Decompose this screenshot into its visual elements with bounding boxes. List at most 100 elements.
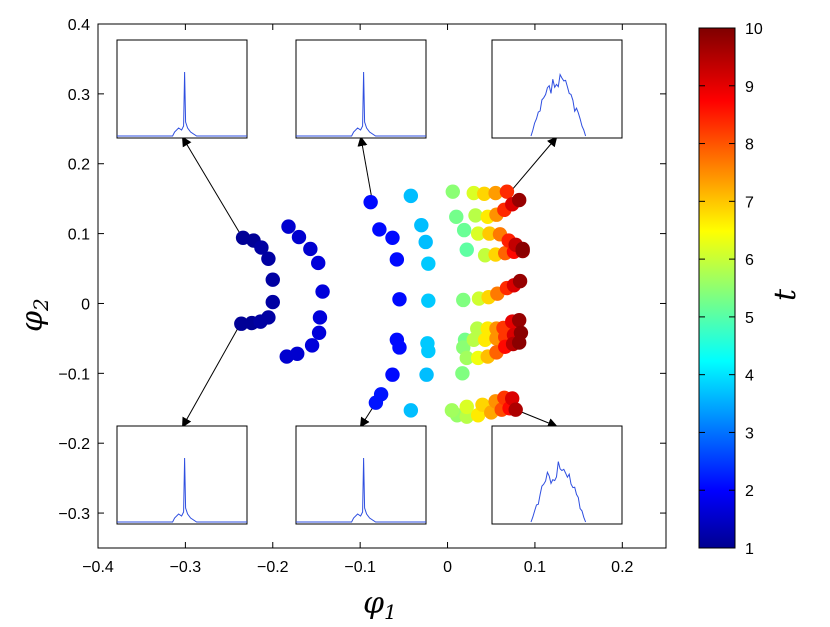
- scatter-point: [470, 321, 485, 336]
- scatter-point: [403, 188, 419, 204]
- y-tick-label: −0.2: [58, 436, 90, 453]
- scatter-point: [515, 241, 530, 257]
- scatter-point: [482, 226, 497, 241]
- y-tick-label: 0.2: [68, 157, 90, 174]
- scatter-point: [499, 184, 515, 199]
- scatter-point: [459, 399, 474, 415]
- scatter-point: [303, 241, 318, 257]
- scatter-point: [418, 234, 433, 250]
- inset-frame: [116, 425, 248, 525]
- scatter-point: [281, 219, 296, 234]
- scatter-point: [449, 209, 464, 225]
- scatter-point: [444, 403, 460, 418]
- scatter-point: [456, 292, 471, 308]
- inset-top-center: [295, 39, 427, 139]
- colorbar-tick-label: 10: [745, 21, 763, 38]
- scatter-point: [392, 292, 407, 307]
- inset-top-right: [491, 39, 623, 139]
- colorbar-tick-label: 8: [745, 137, 754, 154]
- colorbar-tick-label: 3: [745, 425, 754, 442]
- arrow-top-right: [510, 136, 558, 193]
- inset-frame: [116, 39, 248, 139]
- scatter-point: [508, 402, 523, 417]
- scatter-point: [466, 185, 481, 201]
- x-tick-label: −0.2: [257, 559, 289, 576]
- colorbar-tick-label: 5: [745, 310, 754, 327]
- inset-curve: [530, 73, 587, 137]
- scatter-point: [459, 242, 474, 257]
- x-axis-label-sub: 1: [384, 600, 397, 624]
- colorbar-tick-label: 1: [745, 541, 754, 558]
- colorbar-ticks: 1 2 3 4 5 6 7 8 9 10: [699, 21, 763, 558]
- scatter-point: [456, 222, 472, 238]
- x-axis-label-main: φ: [363, 586, 384, 621]
- y-tick-label: −0.3: [58, 506, 90, 523]
- x-tick-label: 0: [443, 559, 452, 576]
- y-tick-label: 0.4: [68, 17, 90, 34]
- scatter-point: [254, 240, 269, 255]
- arrow-top-center: [357, 136, 373, 202]
- scatter-point: [312, 310, 328, 325]
- arrow-bottom-left: [182, 323, 241, 428]
- y-axis-label-sub: 2: [29, 298, 53, 312]
- scatter-point: [512, 273, 528, 289]
- scatter-points: [234, 184, 530, 424]
- inset-frame: [295, 425, 427, 525]
- plot-area: [97, 23, 667, 549]
- colorbar-gradient: [698, 27, 736, 549]
- y-tick-label: 0: [81, 296, 90, 313]
- scatter-point: [363, 194, 378, 210]
- scatter-point: [511, 313, 527, 328]
- colorbar-tick-label: 2: [745, 483, 754, 500]
- inset-bottom-center: [295, 425, 427, 525]
- y-tick-label: −0.1: [58, 366, 90, 383]
- scatter-point: [477, 248, 493, 263]
- colorbar-label: t: [768, 288, 803, 301]
- scatter-point: [470, 226, 486, 241]
- scatter-point: [477, 186, 492, 201]
- scatter-point: [421, 293, 436, 308]
- scatter-point: [304, 338, 320, 353]
- colorbar: 1 2 3 4 5 6 7 8 9 10 t: [698, 21, 803, 558]
- scatter-point: [315, 284, 330, 299]
- scatter-point: [419, 367, 434, 382]
- scatter-point: [389, 252, 405, 267]
- scatter-point: [385, 230, 400, 245]
- scatter-point: [368, 395, 384, 410]
- inset-frame: [491, 39, 623, 139]
- scatter-point: [421, 256, 436, 271]
- colorbar-tick-label: 6: [745, 252, 754, 269]
- inset-bottom-left: [116, 425, 248, 525]
- y-tick-label: 0.3: [68, 87, 90, 104]
- scatter-point: [234, 316, 249, 331]
- scatter-point: [421, 343, 436, 359]
- scatter-point: [455, 366, 470, 381]
- scatter-point: [265, 294, 280, 310]
- y-axis-label-main: φ: [15, 311, 50, 332]
- scatter-point: [488, 185, 503, 201]
- x-tick-label: −0.3: [170, 559, 202, 576]
- scatter-point: [311, 325, 327, 341]
- x-tick-label: −0.1: [344, 559, 376, 576]
- inset-plots: [116, 39, 623, 525]
- scatter-point: [279, 349, 294, 364]
- inset-curve: [296, 457, 426, 523]
- y-axis: 0.4 0.3 0.2 0.1 0 −0.1 −0.2 −0.3: [58, 17, 666, 523]
- scatter-point: [392, 340, 407, 355]
- axes-box: [97, 23, 667, 549]
- scatter-point: [261, 251, 276, 266]
- inset-curve: [117, 457, 247, 523]
- inset-frame: [295, 39, 427, 139]
- x-tick-label: 0.1: [524, 559, 546, 576]
- y-tick-label: 0.1: [68, 227, 90, 244]
- scatter-point: [505, 391, 520, 406]
- scatter-point: [265, 272, 280, 287]
- scatter-point: [414, 218, 429, 233]
- scatter-point: [291, 229, 307, 245]
- x-tick-label: −0.4: [82, 559, 114, 576]
- scatter-point: [511, 192, 527, 208]
- colorbar-tick-label: 7: [745, 194, 754, 211]
- inset-top-left: [116, 39, 248, 139]
- scatter-point: [459, 350, 474, 366]
- scatter-point: [445, 184, 460, 199]
